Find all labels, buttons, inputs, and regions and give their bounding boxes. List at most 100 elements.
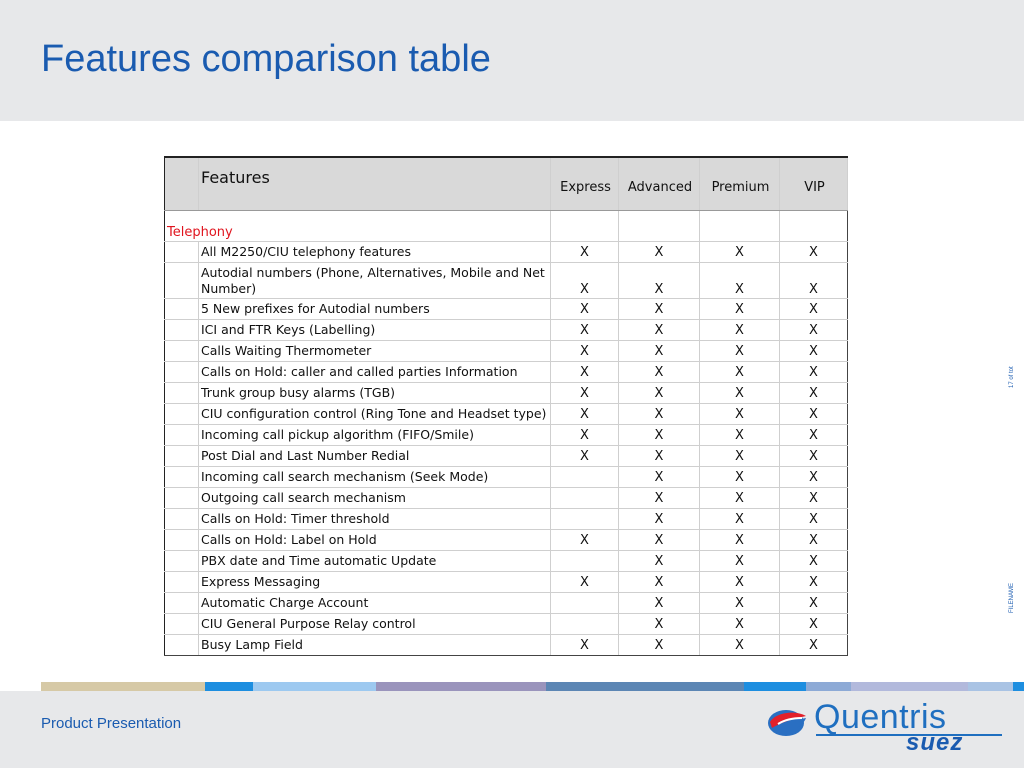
availability-cell-express: X (550, 241, 619, 263)
header-blank-cell (164, 156, 199, 211)
availability-cell-vip: X (779, 571, 848, 593)
feature-label: Calls on Hold: Timer threshold (198, 508, 551, 530)
features-comparison-table: Features Express Advanced Premium VIP Te… (164, 156, 848, 656)
availability-cell-advanced: X (618, 319, 700, 341)
header-vip: VIP (779, 156, 848, 211)
feature-label: Busy Lamp Field (198, 634, 551, 656)
table-row: Autodial numbers (Phone, Alternatives, M… (164, 262, 848, 299)
header-features: Features (198, 156, 551, 211)
availability-cell-express: X (550, 262, 619, 299)
availability-cell-vip: X (779, 298, 848, 320)
availability-cell-express: X (550, 340, 619, 362)
row-blank-cell (164, 319, 199, 341)
availability-cell-advanced: X (618, 571, 700, 593)
section-cell (618, 210, 700, 242)
row-blank-cell (164, 592, 199, 614)
availability-cell-vip: X (779, 550, 848, 572)
availability-cell-advanced: X (618, 340, 700, 362)
availability-cell-premium: X (699, 262, 780, 299)
table-row: 5 New prefixes for Autodial numbers X X X X (164, 298, 848, 320)
availability-cell-express (550, 592, 619, 614)
row-blank-cell (164, 508, 199, 530)
availability-cell-premium: X (699, 298, 780, 320)
availability-cell-vip: X (779, 613, 848, 635)
availability-cell-express: X (550, 382, 619, 404)
availability-cell-express: X (550, 445, 619, 467)
header-premium: Premium (699, 156, 780, 211)
row-blank-cell (164, 403, 199, 425)
table-row: Calls Waiting Thermometer X X X X (164, 340, 848, 362)
feature-label: Outgoing call search mechanism (198, 487, 551, 509)
logo-subtext: suez (906, 729, 964, 756)
header-express: Express (550, 156, 619, 211)
availability-cell-premium: X (699, 319, 780, 341)
availability-cell-advanced: X (618, 424, 700, 446)
stripe-segment (1013, 682, 1024, 691)
availability-cell-premium: X (699, 403, 780, 425)
availability-cell-advanced: X (618, 403, 700, 425)
table-row: CIU configuration control (Ring Tone and… (164, 403, 848, 425)
section-cell (779, 210, 848, 242)
slide-title: Features comparison table (41, 38, 491, 80)
table-row: Calls on Hold: Timer threshold X X X (164, 508, 848, 530)
section-row: Telephony (164, 210, 848, 242)
feature-label: All M2250/CIU telephony features (198, 241, 551, 263)
availability-cell-express: X (550, 403, 619, 425)
page-indicator: 17 of tot (1009, 366, 1015, 388)
availability-cell-vip: X (779, 361, 848, 383)
availability-cell-vip: X (779, 466, 848, 488)
availability-cell-vip: X (779, 592, 848, 614)
availability-cell-express: X (550, 634, 619, 656)
stripe-segment (968, 682, 1013, 691)
availability-cell-premium: X (699, 340, 780, 362)
table-row: Outgoing call search mechanism X X X (164, 487, 848, 509)
feature-label: Post Dial and Last Number Redial (198, 445, 551, 467)
row-blank-cell (164, 298, 199, 320)
availability-cell-vip: X (779, 424, 848, 446)
availability-cell-vip: X (779, 262, 848, 299)
availability-cell-vip: X (779, 319, 848, 341)
availability-cell-advanced: X (618, 241, 700, 263)
availability-cell-premium: X (699, 571, 780, 593)
availability-cell-advanced: X (618, 634, 700, 656)
availability-cell-express (550, 466, 619, 488)
row-blank-cell (164, 634, 199, 656)
availability-cell-vip: X (779, 508, 848, 530)
availability-cell-advanced: X (618, 262, 700, 299)
availability-cell-vip: X (779, 445, 848, 467)
availability-cell-advanced: X (618, 487, 700, 509)
row-blank-cell (164, 529, 199, 551)
availability-cell-premium: X (699, 424, 780, 446)
row-blank-cell (164, 262, 199, 299)
row-blank-cell (164, 424, 199, 446)
availability-cell-vip: X (779, 340, 848, 362)
feature-label: Trunk group busy alarms (TGB) (198, 382, 551, 404)
availability-cell-advanced: X (618, 508, 700, 530)
feature-label: Autodial numbers (Phone, Alternatives, M… (198, 262, 551, 299)
availability-cell-premium: X (699, 529, 780, 551)
feature-label: ICI and FTR Keys (Labelling) (198, 319, 551, 341)
availability-cell-express: X (550, 319, 619, 341)
availability-cell-advanced: X (618, 529, 700, 551)
availability-cell-express: X (550, 361, 619, 383)
feature-label: Calls Waiting Thermometer (198, 340, 551, 362)
availability-cell-vip: X (779, 634, 848, 656)
table-row: Automatic Charge Account X X X (164, 592, 848, 614)
stripe-segment (376, 682, 546, 691)
header-band (0, 0, 1024, 121)
availability-cell-premium: X (699, 550, 780, 572)
availability-cell-premium: X (699, 487, 780, 509)
logo-underline (816, 734, 1002, 736)
stripe-segment (205, 682, 253, 691)
row-blank-cell (164, 361, 199, 383)
availability-cell-premium: X (699, 241, 780, 263)
stripe-segment (253, 682, 376, 691)
row-blank-cell (164, 466, 199, 488)
availability-cell-advanced: X (618, 298, 700, 320)
quentris-logo: Quentris suez (766, 698, 1006, 758)
availability-cell-premium: X (699, 382, 780, 404)
table-row: Express Messaging X X X X (164, 571, 848, 593)
availability-cell-vip: X (779, 382, 848, 404)
table-row: Calls on Hold: caller and called parties… (164, 361, 848, 383)
availability-cell-premium: X (699, 361, 780, 383)
